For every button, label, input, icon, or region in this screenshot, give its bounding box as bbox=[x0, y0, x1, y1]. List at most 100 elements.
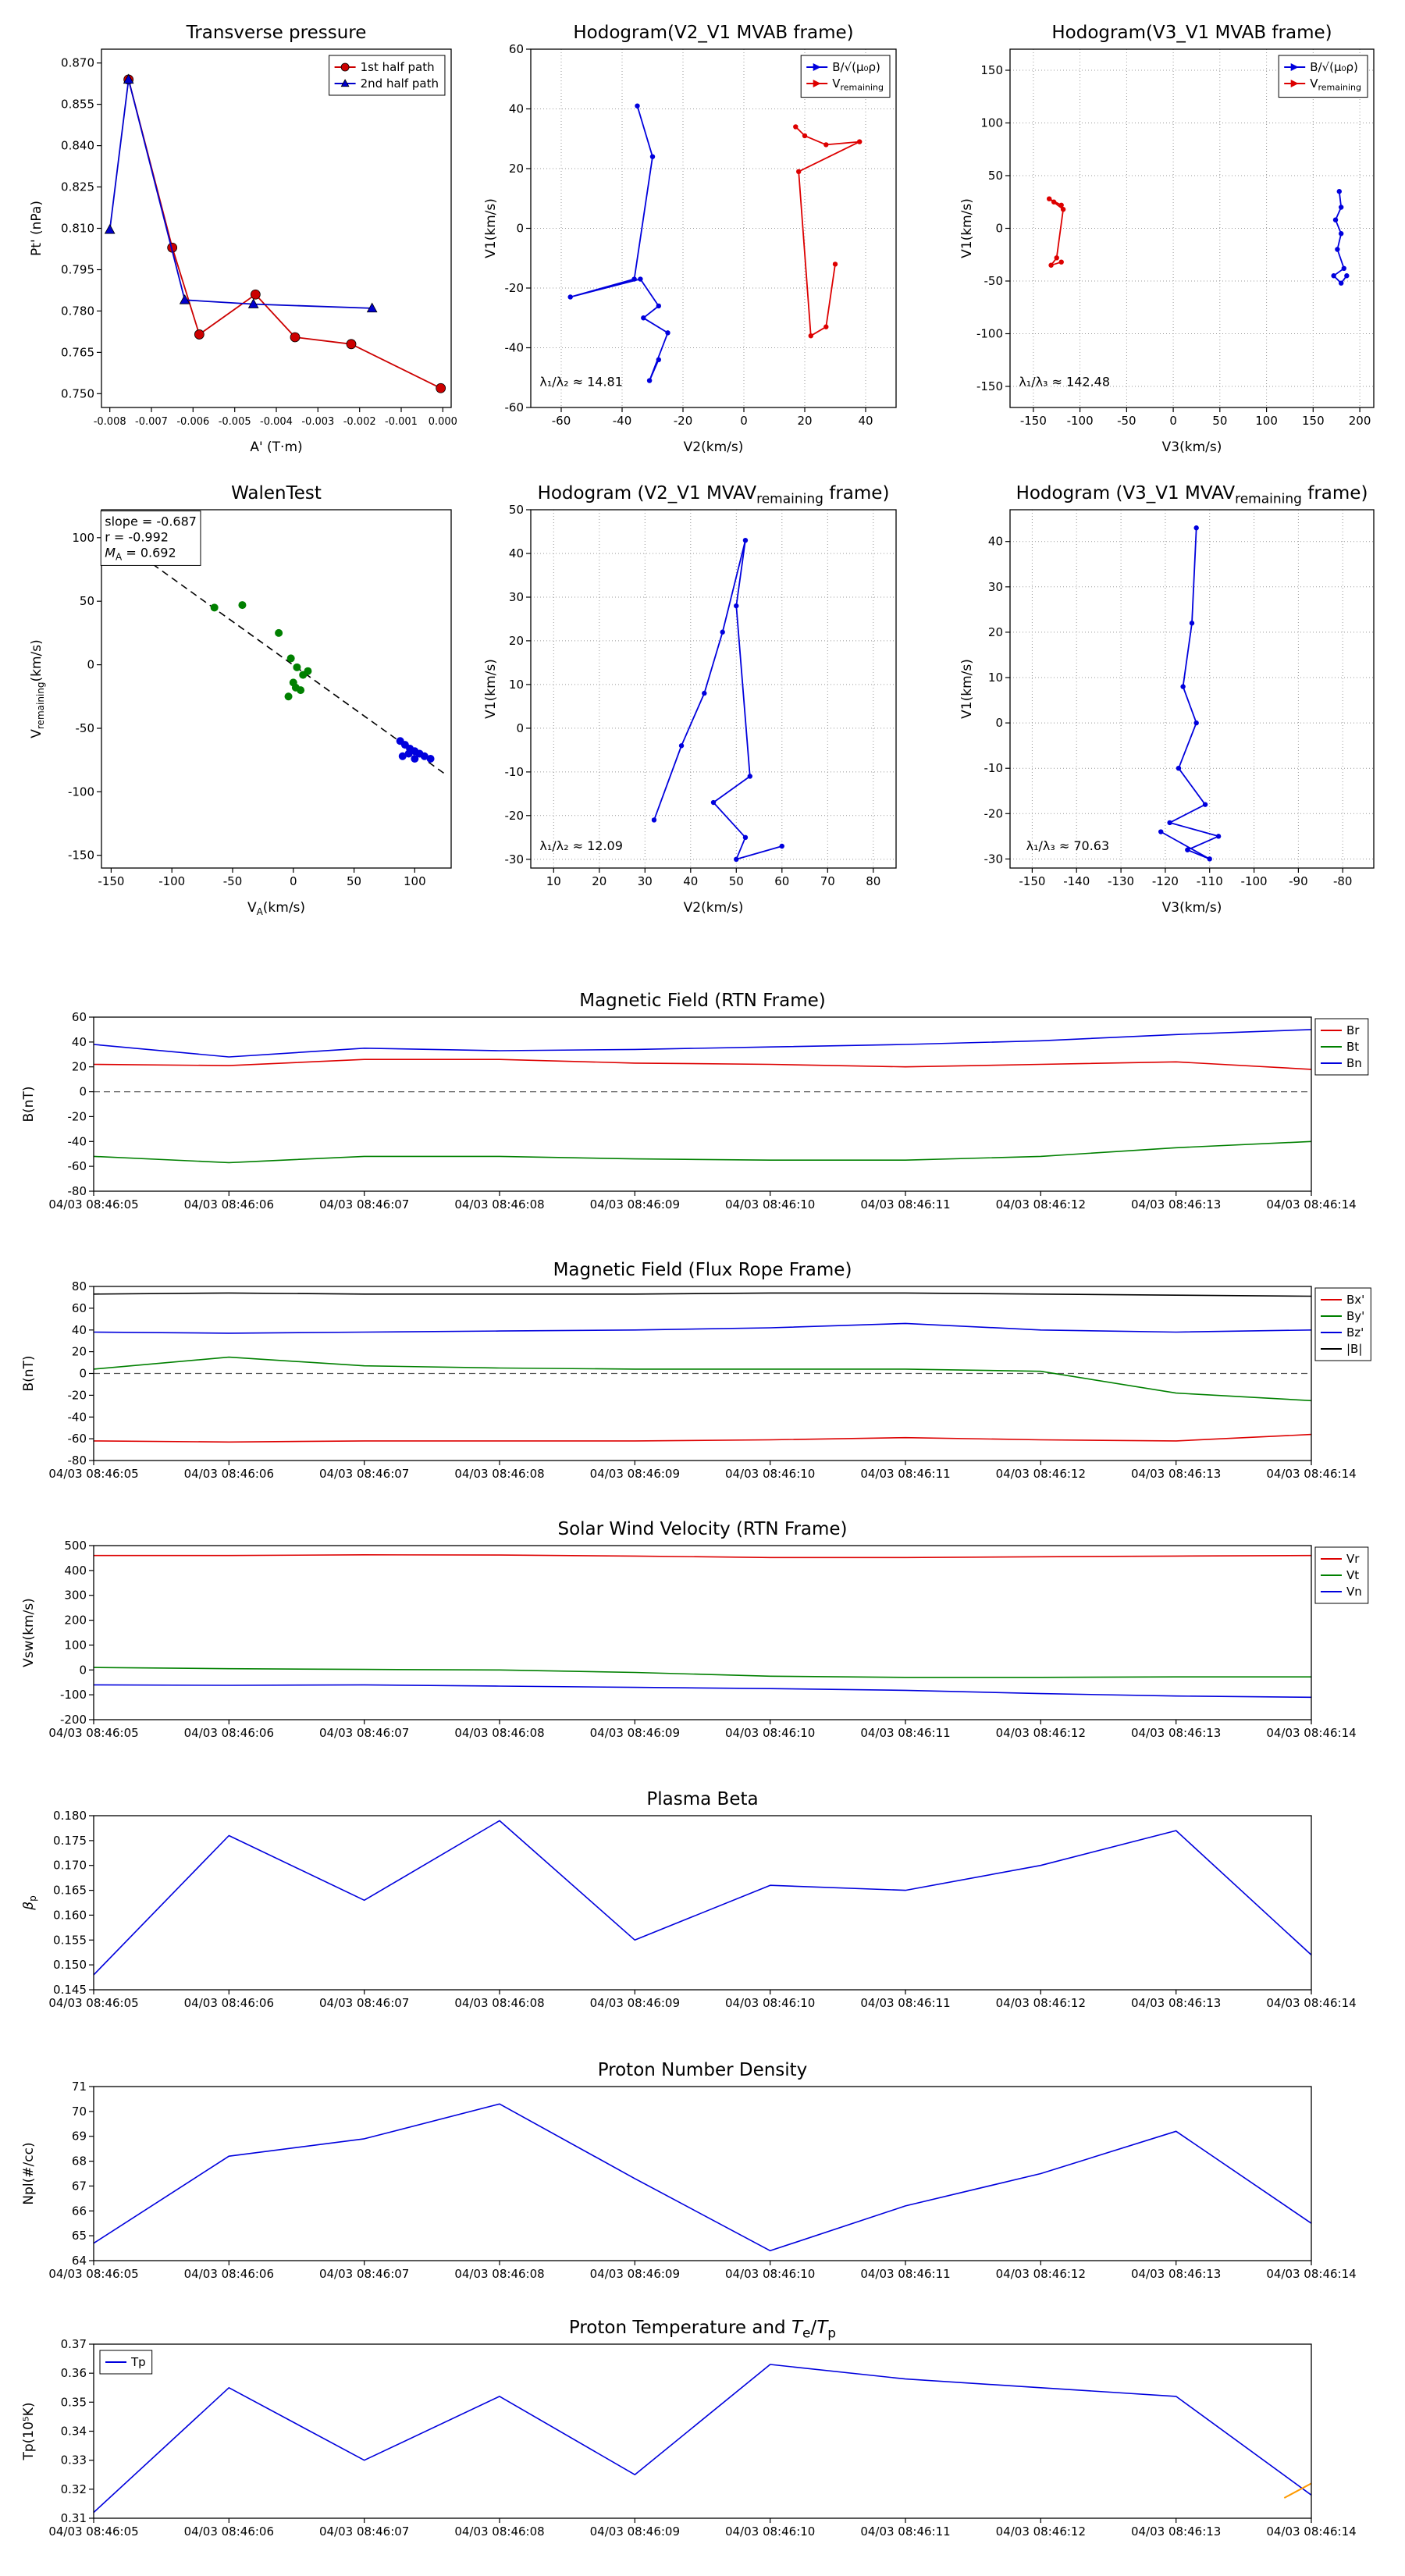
svg-text:βp: βp bbox=[21, 1895, 38, 1910]
chart-walen-test: -150 -100 -50 0 50 100 -150 -100 -50 0 50 100 WalenT… bbox=[16, 472, 468, 921]
svg-text:40: 40 bbox=[72, 1035, 87, 1049]
svg-text:Tp(10⁵K): Tp(10⁵K) bbox=[21, 2402, 37, 2460]
svg-text:04/03 08:46:12: 04/03 08:46:12 bbox=[996, 2524, 1086, 2539]
svg-text:20: 20 bbox=[72, 1060, 87, 1074]
svg-text:40: 40 bbox=[509, 546, 524, 560]
svg-text:200: 200 bbox=[1349, 414, 1371, 428]
svg-text:r = -0.992: r = -0.992 bbox=[105, 530, 169, 545]
svg-text:04/03 08:46:07: 04/03 08:46:07 bbox=[319, 1726, 409, 1740]
svg-text:04/03 08:46:12: 04/03 08:46:12 bbox=[996, 1726, 1086, 1740]
svg-text:-30: -30 bbox=[984, 852, 1004, 866]
svg-text:04/03 08:46:07: 04/03 08:46:07 bbox=[319, 2267, 409, 2281]
svg-text:0.175: 0.175 bbox=[53, 1834, 87, 1848]
svg-text:Vt: Vt bbox=[1346, 1568, 1359, 1582]
svg-text:2nd half path: 2nd half path bbox=[361, 76, 439, 91]
magnetic-field-rtn-legend: Br Bt Bn bbox=[1314, 1018, 1369, 1076]
chart-hodogram-v3v1-mvab: -150 -100 -50 0 50 100 150 200 -150 -100 -50 0 50 100… bbox=[959, 12, 1396, 461]
svg-text:-110: -110 bbox=[1197, 874, 1223, 888]
svg-text:A' (T·m): A' (T·m) bbox=[250, 439, 302, 455]
hodogram-v3v1-mvab-annotation: λ₁/λ₃ ≈ 142.48 bbox=[1019, 374, 1110, 389]
svg-text:λ₁/λ₃ ≈ 142.48: λ₁/λ₃ ≈ 142.48 bbox=[1019, 374, 1110, 389]
svg-text:-60: -60 bbox=[552, 414, 571, 428]
svg-text:-90: -90 bbox=[1289, 874, 1308, 888]
svg-text:Hodogram (V3_V1 MVAVremaining: Hodogram (V3_V1 MVAVremaining frame) bbox=[1016, 483, 1368, 507]
svg-text:50: 50 bbox=[347, 874, 361, 888]
svg-text:-50: -50 bbox=[1117, 414, 1136, 428]
svg-text:30: 30 bbox=[988, 580, 1003, 594]
svg-text:V1(km/s): V1(km/s) bbox=[483, 198, 499, 258]
svg-text:04/03 08:46:08: 04/03 08:46:08 bbox=[454, 2524, 544, 2539]
svg-text:-100: -100 bbox=[60, 1688, 87, 1702]
svg-text:04/03 08:46:11: 04/03 08:46:11 bbox=[860, 2267, 950, 2281]
svg-text:100: 100 bbox=[404, 874, 426, 888]
svg-text:WalenTest: WalenTest bbox=[231, 483, 322, 503]
svg-text:64: 64 bbox=[72, 2254, 87, 2268]
svg-text:0.150: 0.150 bbox=[53, 1958, 87, 1972]
svg-text:-50: -50 bbox=[76, 721, 95, 735]
svg-text:VA(km/s): VA(km/s) bbox=[247, 900, 305, 917]
svg-text:0: 0 bbox=[79, 1085, 87, 1099]
transverse-pressure-legend: 1st half path 2nd half path bbox=[329, 55, 446, 96]
magnetic-field-fluxrope-legend: Bx' By' Bz' |B| bbox=[1314, 1287, 1371, 1361]
svg-text:V3(km/s): V3(km/s) bbox=[1162, 900, 1222, 916]
svg-text:0.765: 0.765 bbox=[61, 345, 94, 359]
svg-text:-0.002: -0.002 bbox=[343, 416, 376, 428]
chart-transverse-pressure: -0.008 -0.007 -0.006 -0.005 -0.004 -0.003 -0.0… bbox=[16, 12, 468, 461]
svg-text:04/03 08:46:07: 04/03 08:46:07 bbox=[319, 1996, 409, 2010]
svg-text:-0.006: -0.006 bbox=[176, 416, 209, 428]
svg-text:04/03 08:46:10: 04/03 08:46:10 bbox=[725, 1726, 815, 1740]
svg-text:100: 100 bbox=[1255, 414, 1278, 428]
svg-text:400: 400 bbox=[64, 1564, 87, 1578]
chart-proton-temperature: 04/03 08:46:05 04/03 08:46:06 04/03 08:46:… bbox=[12, 2309, 1393, 2543]
svg-text:-100: -100 bbox=[1241, 874, 1268, 888]
hodogram-v3v1-mvav-annotation: λ₁/λ₃ ≈ 70.63 bbox=[1026, 838, 1110, 853]
svg-text:0: 0 bbox=[516, 721, 524, 735]
svg-text:20: 20 bbox=[592, 874, 606, 888]
transverse-pressure-plot: -0.008 -0.007 -0.006 -0.005 -0.004 -0.003 -0.0… bbox=[29, 23, 457, 455]
svg-text:-200: -200 bbox=[60, 1713, 87, 1727]
svg-text:80: 80 bbox=[72, 1279, 87, 1293]
svg-text:20: 20 bbox=[509, 634, 524, 648]
svg-text:-40: -40 bbox=[613, 414, 632, 428]
svg-text:-0.001: -0.001 bbox=[385, 416, 418, 428]
svg-text:10: 10 bbox=[988, 671, 1003, 685]
svg-text:04/03 08:46:14: 04/03 08:46:14 bbox=[1266, 2524, 1356, 2539]
svg-text:60: 60 bbox=[72, 1301, 87, 1315]
svg-text:0.870: 0.870 bbox=[61, 56, 94, 70]
svg-text:-0.008: -0.008 bbox=[94, 416, 126, 428]
svg-text:-120: -120 bbox=[1152, 874, 1179, 888]
svg-text:0: 0 bbox=[740, 414, 748, 428]
svg-text:MA = 0.692: MA = 0.692 bbox=[105, 546, 176, 563]
svg-text:-140: -140 bbox=[1063, 874, 1090, 888]
svg-text:04/03 08:46:11: 04/03 08:46:11 bbox=[860, 1726, 950, 1740]
svg-text:-20: -20 bbox=[68, 1388, 87, 1402]
svg-text:80: 80 bbox=[866, 874, 880, 888]
svg-text:Proton Number Density: Proton Number Density bbox=[598, 2060, 808, 2080]
svg-text:Bt: Bt bbox=[1346, 1040, 1359, 1054]
svg-text:71: 71 bbox=[72, 2080, 87, 2094]
svg-text:Vremaining: Vremaining bbox=[832, 76, 884, 93]
svg-text:Tp: Tp bbox=[130, 2355, 146, 2369]
svg-text:04/03 08:46:12: 04/03 08:46:12 bbox=[996, 1996, 1086, 2010]
svg-text:67: 67 bbox=[72, 2179, 87, 2193]
svg-text:-20: -20 bbox=[505, 809, 525, 823]
svg-text:04/03 08:46:10: 04/03 08:46:10 bbox=[725, 2267, 815, 2281]
hodogram-v2v1-mvab-legend: B/√(μ₀ρ) Vremaining bbox=[800, 55, 891, 98]
svg-text:04/03 08:46:09: 04/03 08:46:09 bbox=[590, 1996, 680, 2010]
svg-text:40: 40 bbox=[988, 535, 1003, 549]
svg-text:V1(km/s): V1(km/s) bbox=[959, 659, 975, 719]
svg-text:04/03 08:46:07: 04/03 08:46:07 bbox=[319, 1197, 409, 1212]
proton-temperature-plot: 04/03 08:46:05 04/03 08:46:06 04/03 08:46:… bbox=[21, 2318, 1357, 2539]
hodogram-v3v1-mvav-plot: -150 -140 -130 -120 -110 -100 -90 -80-30-20-100… bbox=[959, 483, 1375, 916]
svg-text:Br: Br bbox=[1346, 1023, 1360, 1037]
svg-text:0.855: 0.855 bbox=[61, 98, 94, 112]
svg-text:04/03 08:46:07: 04/03 08:46:07 bbox=[319, 2524, 409, 2539]
svg-text:Npl(#/cc): Npl(#/cc) bbox=[21, 2142, 37, 2204]
svg-text:Hodogram(V2_V1 MVAB frame): Hodogram(V2_V1 MVAB frame) bbox=[573, 23, 853, 43]
svg-text:V1(km/s): V1(km/s) bbox=[483, 659, 499, 719]
svg-text:Solar Wind Velocity (RTN Frame: Solar Wind Velocity (RTN Frame) bbox=[557, 1519, 847, 1539]
svg-text:V3(km/s): V3(km/s) bbox=[1162, 439, 1222, 455]
svg-text:100: 100 bbox=[72, 531, 94, 545]
svg-text:300: 300 bbox=[64, 1589, 87, 1603]
svg-text:0.35: 0.35 bbox=[61, 2395, 87, 2409]
